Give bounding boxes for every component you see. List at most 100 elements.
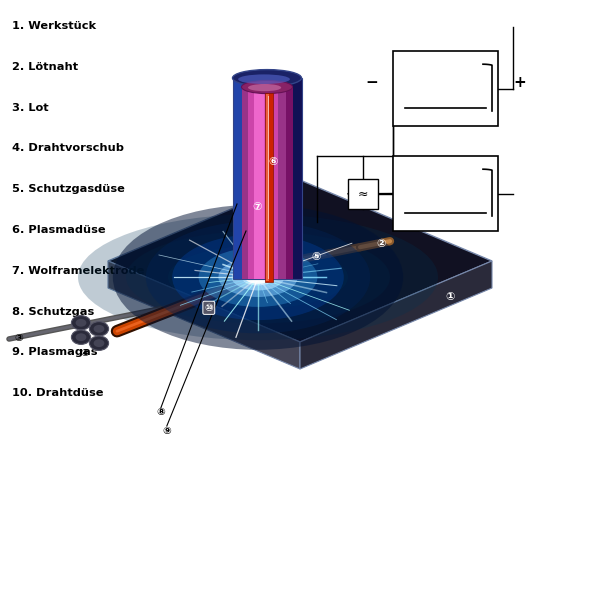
Ellipse shape	[245, 271, 271, 284]
Ellipse shape	[248, 272, 268, 282]
Polygon shape	[268, 87, 270, 279]
Polygon shape	[288, 78, 290, 279]
Polygon shape	[245, 87, 248, 279]
Polygon shape	[265, 78, 267, 279]
Polygon shape	[251, 78, 253, 279]
Ellipse shape	[172, 234, 344, 320]
Polygon shape	[276, 78, 278, 279]
Ellipse shape	[146, 221, 370, 334]
Ellipse shape	[238, 74, 290, 84]
Ellipse shape	[248, 84, 281, 91]
Polygon shape	[284, 87, 286, 279]
Text: 7. Wolframelektrode: 7. Wolframelektrode	[12, 266, 145, 276]
Ellipse shape	[232, 264, 284, 290]
Polygon shape	[258, 87, 260, 279]
Ellipse shape	[213, 241, 303, 289]
Polygon shape	[250, 87, 252, 279]
Ellipse shape	[94, 325, 104, 332]
Polygon shape	[235, 78, 237, 279]
Ellipse shape	[241, 80, 293, 94]
Polygon shape	[299, 78, 302, 279]
Text: ⑥: ⑥	[268, 157, 278, 167]
Ellipse shape	[241, 269, 275, 286]
Polygon shape	[264, 87, 266, 279]
Text: −: −	[365, 75, 378, 90]
Polygon shape	[108, 180, 492, 342]
Text: 8. Schutzgas: 8. Schutzgas	[12, 307, 94, 317]
Polygon shape	[254, 87, 256, 279]
Text: ⑦: ⑦	[252, 202, 262, 212]
Polygon shape	[283, 78, 286, 279]
Text: 6. Plasmadüse: 6. Plasmadüse	[12, 225, 106, 235]
Ellipse shape	[71, 330, 91, 344]
Polygon shape	[278, 87, 280, 279]
Text: ③: ③	[15, 333, 23, 343]
Ellipse shape	[251, 274, 265, 281]
Polygon shape	[278, 78, 281, 279]
Polygon shape	[274, 87, 276, 279]
Polygon shape	[266, 87, 268, 279]
Text: 2. Lötnaht: 2. Lötnaht	[12, 62, 78, 72]
Polygon shape	[270, 87, 272, 279]
Polygon shape	[276, 87, 278, 279]
Polygon shape	[300, 261, 492, 369]
Ellipse shape	[76, 319, 86, 326]
Polygon shape	[267, 78, 269, 279]
Text: +: +	[513, 75, 526, 90]
Polygon shape	[262, 87, 264, 279]
Text: ②: ②	[376, 239, 386, 248]
Text: ⑩: ⑩	[205, 303, 213, 313]
Polygon shape	[248, 87, 250, 279]
Polygon shape	[295, 78, 297, 279]
Polygon shape	[237, 78, 239, 279]
Polygon shape	[248, 78, 251, 279]
Text: 10. Drahtdüse: 10. Drahtdüse	[12, 388, 104, 398]
Text: 1. Werkstück: 1. Werkstück	[12, 21, 96, 31]
Ellipse shape	[227, 248, 290, 282]
Text: ⑧: ⑧	[157, 407, 165, 417]
Polygon shape	[272, 87, 274, 279]
Text: ⑨: ⑨	[163, 426, 171, 436]
Polygon shape	[262, 78, 265, 279]
Polygon shape	[265, 93, 273, 282]
Polygon shape	[247, 78, 248, 279]
Polygon shape	[274, 78, 276, 279]
Polygon shape	[283, 87, 284, 279]
Polygon shape	[266, 94, 269, 281]
Ellipse shape	[89, 322, 109, 336]
Polygon shape	[280, 87, 283, 279]
Ellipse shape	[113, 205, 403, 350]
Polygon shape	[268, 96, 269, 279]
Ellipse shape	[254, 275, 262, 279]
Ellipse shape	[89, 336, 109, 350]
Ellipse shape	[233, 70, 302, 86]
Ellipse shape	[94, 340, 104, 347]
Polygon shape	[260, 78, 262, 279]
Polygon shape	[393, 51, 498, 126]
Ellipse shape	[71, 316, 91, 330]
Polygon shape	[239, 78, 242, 279]
Ellipse shape	[126, 231, 390, 323]
Polygon shape	[290, 78, 292, 279]
Ellipse shape	[240, 256, 276, 275]
Polygon shape	[393, 156, 498, 231]
Polygon shape	[108, 261, 300, 369]
Polygon shape	[272, 78, 274, 279]
Text: ⑤: ⑤	[311, 252, 321, 262]
Text: 4. Drahtvorschub: 4. Drahtvorschub	[12, 143, 124, 154]
Text: 9. Plasmagas: 9. Plasmagas	[12, 347, 97, 358]
Ellipse shape	[78, 214, 438, 340]
Polygon shape	[281, 78, 283, 279]
Polygon shape	[297, 78, 299, 279]
Ellipse shape	[76, 334, 86, 341]
Polygon shape	[244, 87, 245, 279]
Polygon shape	[242, 78, 244, 279]
Polygon shape	[348, 179, 378, 209]
Ellipse shape	[204, 258, 312, 296]
Polygon shape	[269, 78, 272, 279]
Polygon shape	[253, 78, 256, 279]
Polygon shape	[292, 78, 295, 279]
Polygon shape	[244, 78, 247, 279]
Polygon shape	[286, 87, 289, 279]
Ellipse shape	[218, 257, 298, 297]
